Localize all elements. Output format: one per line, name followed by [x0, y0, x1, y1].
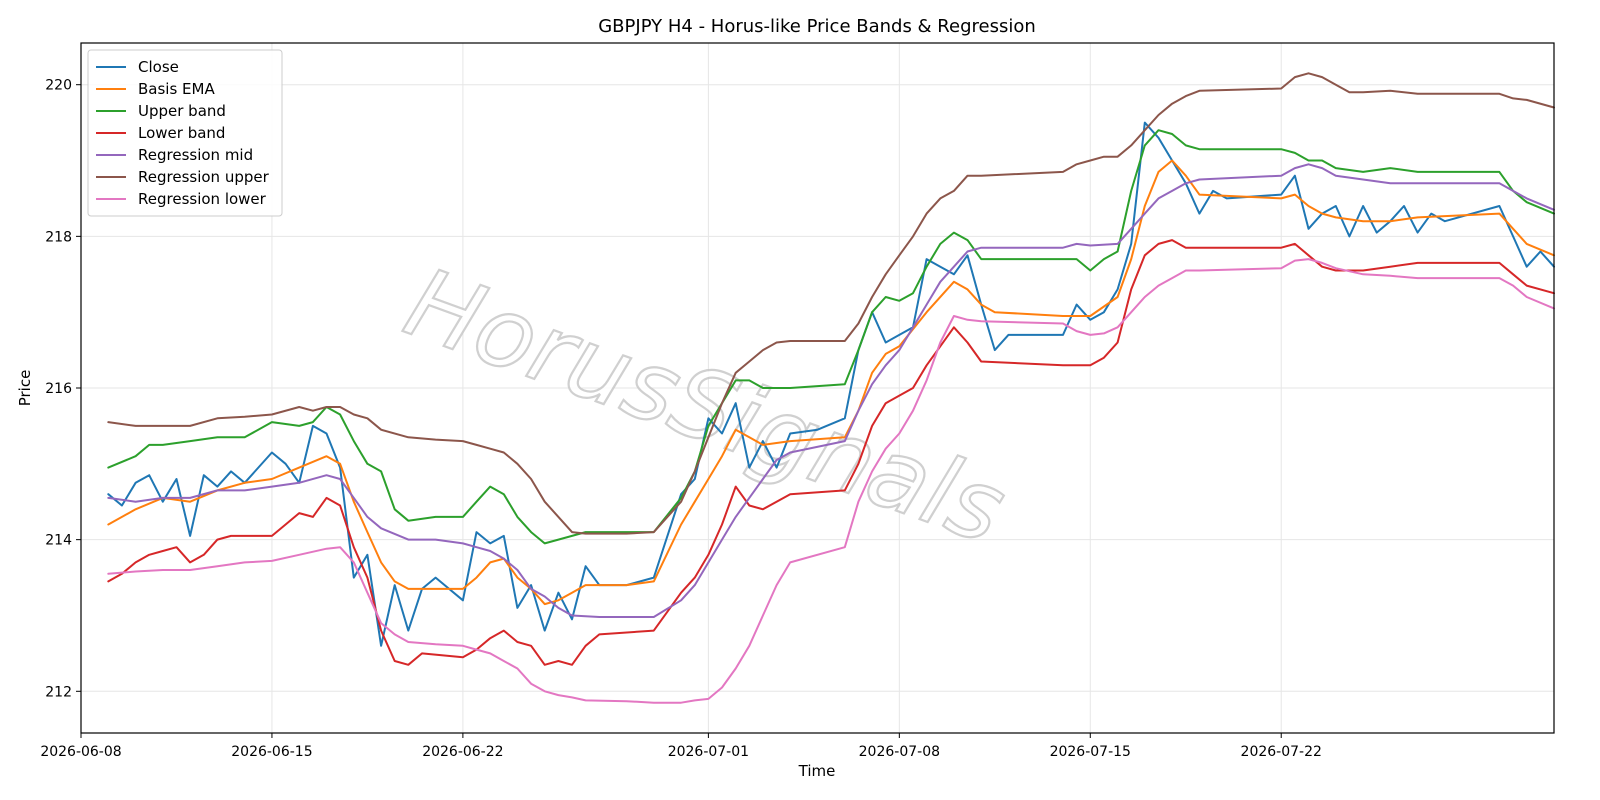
series-line-regression-mid	[107, 163, 1555, 618]
legend-label-regression-mid: Regression mid	[138, 146, 253, 164]
y-tick-label: 218	[45, 229, 72, 245]
series-line-upper-band	[107, 129, 1555, 545]
legend-label-close: Close	[138, 58, 179, 76]
chart-title: GBPJPY H4 - Horus-like Price Bands & Reg…	[598, 16, 1036, 37]
y-tick-label: 220	[45, 78, 72, 94]
x-axis-label: Time	[798, 762, 836, 780]
legend-label-lower-band: Lower band	[138, 124, 225, 142]
x-tick-label: 2026-07-22	[1241, 744, 1322, 760]
x-tick-label: 2026-07-15	[1050, 744, 1131, 760]
legend-label-regression-upper: Regression upper	[138, 168, 270, 186]
series-layer	[107, 72, 1555, 704]
legend-label-upper-band: Upper band	[138, 102, 226, 120]
x-tick-label: 2026-07-08	[859, 744, 940, 760]
series-line-regression-upper	[107, 72, 1555, 535]
series-line-close	[107, 121, 1555, 647]
legend: Close Basis EMA Upper band Lower band Regres…	[87, 49, 283, 217]
legend-label-basis-ema: Basis EMA	[138, 80, 215, 98]
series-line-regression-lower	[107, 258, 1555, 704]
grid	[80, 43, 1554, 733]
y-axis: 212 214 216 218 220	[45, 78, 81, 700]
legend-box	[87, 49, 283, 217]
y-axis-label: Price	[16, 370, 34, 407]
y-tick-label: 216	[45, 381, 72, 397]
y-tick-label: 212	[45, 684, 72, 700]
x-axis: 2026-06-08 2026-06-15 2026-06-22 2026-07-01…	[40, 733, 1322, 760]
x-tick-label: 2026-06-08	[40, 744, 121, 760]
x-tick-label: 2026-07-01	[668, 744, 749, 760]
y-tick-label: 214	[45, 533, 72, 549]
x-tick-label: 2026-06-15	[231, 744, 312, 760]
x-tick-label: 2026-06-22	[422, 744, 503, 760]
series-line-basis-ema	[107, 159, 1555, 606]
legend-label-regression-lower: Regression lower	[138, 190, 267, 208]
series-line-lower-band	[107, 239, 1555, 666]
